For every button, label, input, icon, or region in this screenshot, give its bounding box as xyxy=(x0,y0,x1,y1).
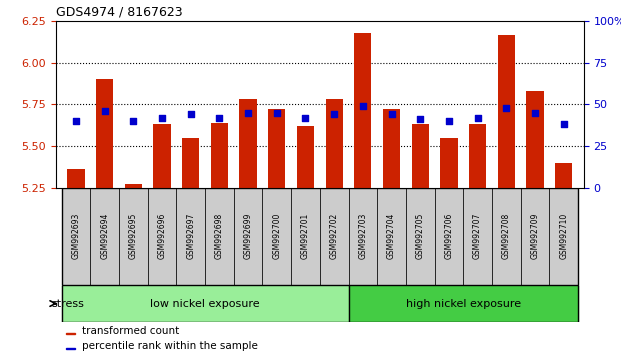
FancyBboxPatch shape xyxy=(463,188,492,285)
Text: GSM992699: GSM992699 xyxy=(243,213,253,259)
Bar xyxy=(125,184,142,188)
Text: low nickel exposure: low nickel exposure xyxy=(150,298,260,309)
Bar xyxy=(440,138,458,188)
Bar xyxy=(67,169,84,188)
Bar xyxy=(268,109,286,188)
Text: GDS4974 / 8167623: GDS4974 / 8167623 xyxy=(56,6,183,19)
Point xyxy=(157,115,167,121)
FancyBboxPatch shape xyxy=(205,188,233,285)
Text: GSM992705: GSM992705 xyxy=(415,213,425,259)
Point xyxy=(214,115,224,121)
FancyBboxPatch shape xyxy=(291,188,320,285)
Text: GSM992697: GSM992697 xyxy=(186,213,195,259)
FancyBboxPatch shape xyxy=(90,188,119,285)
Text: GSM992708: GSM992708 xyxy=(502,213,511,259)
Text: GSM992696: GSM992696 xyxy=(158,213,166,259)
Point xyxy=(473,115,483,121)
Bar xyxy=(61,285,348,322)
Point xyxy=(501,105,511,110)
Text: high nickel exposure: high nickel exposure xyxy=(406,298,521,309)
Bar xyxy=(211,123,228,188)
Bar xyxy=(469,124,486,188)
FancyBboxPatch shape xyxy=(550,188,578,285)
Bar xyxy=(497,35,515,188)
Text: transformed count: transformed count xyxy=(82,326,179,336)
FancyBboxPatch shape xyxy=(61,188,90,285)
FancyBboxPatch shape xyxy=(520,188,550,285)
Bar xyxy=(325,99,343,188)
Text: GSM992695: GSM992695 xyxy=(129,213,138,259)
Point xyxy=(559,121,569,127)
FancyBboxPatch shape xyxy=(435,188,463,285)
FancyBboxPatch shape xyxy=(348,188,377,285)
Text: GSM992700: GSM992700 xyxy=(272,213,281,259)
FancyBboxPatch shape xyxy=(119,188,148,285)
Text: GSM992701: GSM992701 xyxy=(301,213,310,259)
Bar xyxy=(66,348,75,349)
Point xyxy=(329,112,339,117)
Bar xyxy=(348,285,578,322)
FancyBboxPatch shape xyxy=(263,188,291,285)
Bar xyxy=(66,333,75,334)
Bar xyxy=(153,124,171,188)
Text: GSM992702: GSM992702 xyxy=(330,213,338,259)
Bar xyxy=(182,138,199,188)
Point xyxy=(386,112,396,117)
Text: GSM992694: GSM992694 xyxy=(100,213,109,259)
Bar xyxy=(297,126,314,188)
Bar xyxy=(555,162,573,188)
Point xyxy=(71,118,81,124)
Point xyxy=(530,110,540,116)
Text: GSM992704: GSM992704 xyxy=(387,213,396,259)
Point xyxy=(358,103,368,109)
Point xyxy=(129,118,138,124)
FancyBboxPatch shape xyxy=(233,188,263,285)
Bar xyxy=(96,79,113,188)
FancyBboxPatch shape xyxy=(492,188,520,285)
Text: GSM992707: GSM992707 xyxy=(473,213,482,259)
Text: GSM992709: GSM992709 xyxy=(530,213,540,259)
Bar xyxy=(527,91,543,188)
Point xyxy=(100,108,110,114)
Text: GSM992693: GSM992693 xyxy=(71,213,81,259)
Bar xyxy=(354,33,371,188)
Point xyxy=(444,118,454,124)
Text: GSM992710: GSM992710 xyxy=(559,213,568,259)
Text: GSM992706: GSM992706 xyxy=(445,213,453,259)
Text: GSM992703: GSM992703 xyxy=(358,213,368,259)
Point xyxy=(301,115,310,121)
FancyBboxPatch shape xyxy=(148,188,176,285)
Text: GSM992698: GSM992698 xyxy=(215,213,224,259)
FancyBboxPatch shape xyxy=(406,188,435,285)
Point xyxy=(415,116,425,122)
Text: percentile rank within the sample: percentile rank within the sample xyxy=(82,341,258,351)
FancyBboxPatch shape xyxy=(176,188,205,285)
Point xyxy=(272,110,282,116)
Text: stress: stress xyxy=(52,298,84,309)
FancyBboxPatch shape xyxy=(377,188,406,285)
Point xyxy=(186,112,196,117)
Bar xyxy=(412,124,429,188)
Bar xyxy=(383,109,400,188)
Point xyxy=(243,110,253,116)
Bar xyxy=(240,99,256,188)
FancyBboxPatch shape xyxy=(320,188,348,285)
